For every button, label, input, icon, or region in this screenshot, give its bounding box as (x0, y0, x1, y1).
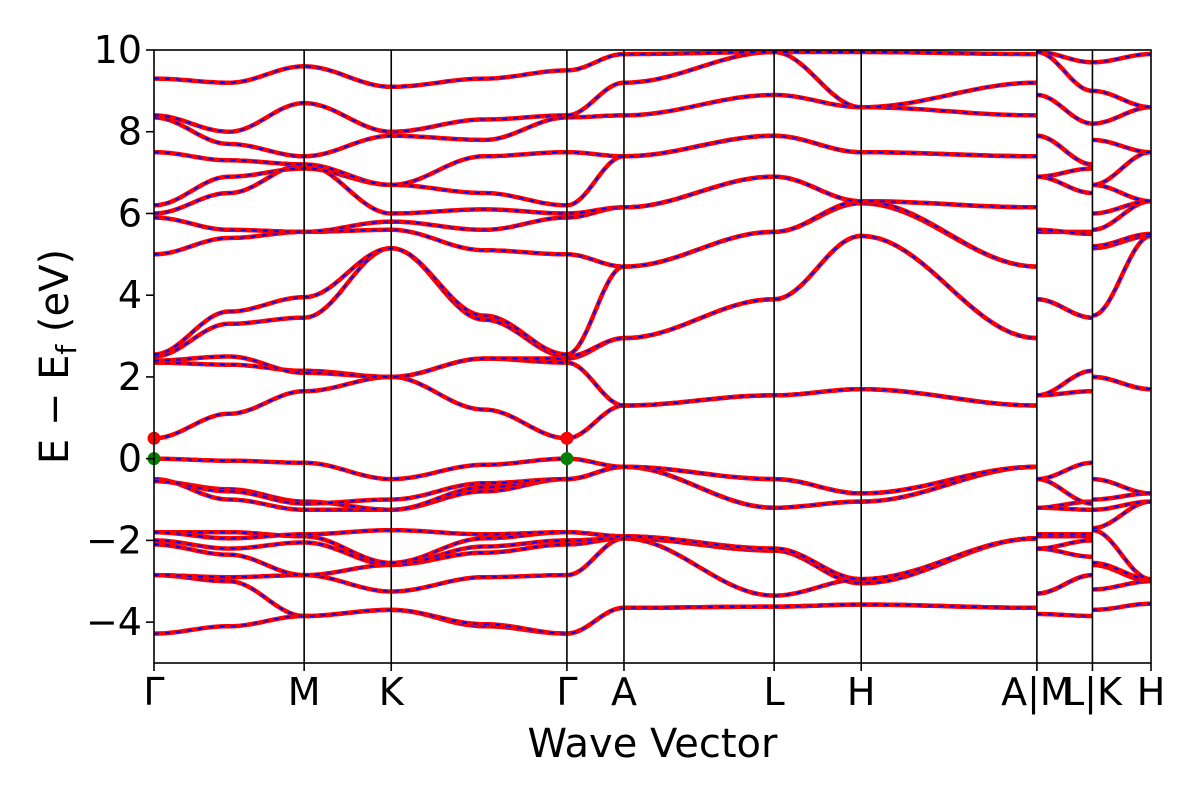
band-2-segment-1 (1036, 572, 1093, 596)
band-15-segment-0 (154, 201, 1038, 357)
band-22-segment-0-dash (154, 50, 1037, 133)
band-2-segment-0 (154, 536, 1037, 598)
bands-layer (154, 50, 1151, 636)
band-4-segment-0-dash (154, 537, 1037, 585)
band-13-segment-0-dash (154, 234, 1037, 378)
band-16-segment-1-dash (1036, 228, 1093, 235)
band-4-segment-1-dash (1036, 539, 1093, 550)
band-7-segment-1-dash (1036, 506, 1093, 511)
band-14-segment-0-dash (154, 234, 1037, 358)
x-tick-label-3: Γ (556, 670, 577, 714)
band-12-segment-1 (1036, 368, 1093, 398)
band-0-segment-1-dash (1036, 613, 1093, 617)
band-14-segment-0 (154, 233, 1038, 359)
y-tick-label-5: 6 (118, 191, 142, 235)
y-tick-label-4: 4 (118, 273, 142, 317)
x-tick-label-7: A|M (1001, 670, 1073, 715)
band-22-segment-2 (1092, 88, 1151, 110)
band-20-segment-0-dash (154, 134, 1037, 186)
cbm-marker-1 (560, 431, 574, 445)
band-15-segment-2 (1092, 231, 1151, 249)
band-17-segment-2 (1092, 198, 1151, 216)
band-20-segment-1 (1036, 133, 1093, 167)
y-axis-title: E − Ef (eV) (32, 249, 83, 464)
band-18-segment-0-dash (154, 163, 1037, 215)
band-18-segment-2 (1092, 182, 1151, 204)
band-21-segment-1 (1036, 92, 1093, 126)
y-tick-label-6: 8 (118, 110, 142, 154)
band-6-segment-0-dash (154, 529, 1037, 581)
y-axis-title-unit: (eV) (32, 249, 78, 345)
band-0-segment-2 (1092, 601, 1151, 613)
y-axis-title-subscript: f (50, 344, 83, 355)
band-23-segment-2 (1092, 51, 1151, 65)
x-tick-label-4: A (611, 670, 637, 714)
x-axis-ticks: Γ M K Γ A L H A|ML|K H (143, 663, 1165, 715)
band-1-segment-0 (154, 572, 1037, 636)
band-6-segment-2-dash (1092, 529, 1151, 581)
band-10-segment-0 (154, 456, 1037, 496)
y-tick-label-7: 10 (94, 28, 142, 72)
x-tick-label-8: L|K (1063, 670, 1123, 715)
y-axis-ticks: −4 −2 0 2 4 6 8 10 (86, 28, 154, 644)
band-3-segment-1-dash (1036, 547, 1093, 558)
band-9-segment-0-dash (154, 465, 1037, 505)
band-21-segment-0 (154, 92, 1037, 159)
y-tick-label-2: 0 (118, 437, 142, 481)
band-19-segment-2-dash (1092, 151, 1151, 186)
band-18-segment-1-dash (1036, 167, 1093, 178)
x-tick-label-6: H (847, 670, 876, 714)
x-tick-label-0: Γ (143, 670, 164, 714)
y-tick-label-3: 2 (118, 355, 142, 399)
x-tick-label-2: K (379, 670, 405, 714)
band-11-segment-1-dash (1036, 390, 1093, 397)
band-10-segment-0-dash (154, 457, 1037, 495)
band-20-segment-2 (1092, 137, 1151, 155)
band-19-segment-0 (154, 133, 1037, 208)
band-14-segment-1 (1036, 297, 1093, 320)
y-tick-label-0: −4 (86, 600, 142, 644)
x-tick-label-1: M (288, 670, 321, 714)
plot-frame (153, 49, 1152, 664)
band-8-segment-2 (1092, 499, 1151, 513)
band-12-segment-0 (154, 356, 1037, 408)
y-tick-label-1: −2 (86, 518, 142, 562)
band-13-segment-2-dash (1092, 234, 1151, 317)
band-10-segment-2 (1092, 476, 1151, 496)
vbm-marker-3 (560, 452, 574, 466)
band-12-segment-2 (1092, 374, 1151, 392)
band-10-segment-1 (1036, 460, 1093, 482)
band-2-segment-0-dash (154, 537, 1037, 597)
band-9-segment-1 (1036, 476, 1093, 506)
band-17-segment-1 (1036, 174, 1093, 196)
band-23-segment-1-dash (1036, 51, 1093, 64)
y-axis-title-main: E − E (32, 355, 78, 465)
x-tick-label-5: L (764, 670, 785, 714)
x-axis-title: Wave Vector (528, 721, 779, 767)
x-tick-label-9: H (1137, 670, 1166, 714)
band-23-segment-0-dash (154, 51, 1037, 88)
band-16-segment-0-dash (154, 200, 1037, 268)
band-15-segment-0-dash (154, 202, 1037, 356)
k-point-lines (303, 50, 1094, 663)
band-21-segment-2 (1092, 104, 1151, 126)
band-22-segment-1-dash (1036, 51, 1093, 92)
